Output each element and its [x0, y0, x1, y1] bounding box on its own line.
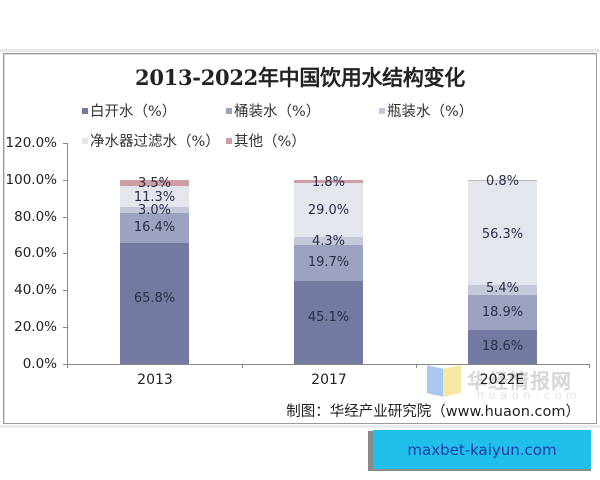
- segment-other: [468, 180, 537, 181]
- y-axis: [67, 143, 68, 365]
- data-label: 3.0%: [137, 203, 172, 218]
- segment-purifier-water: [120, 186, 189, 207]
- x-tick-label: 2022E: [479, 372, 525, 388]
- segment-boiled-water: [468, 330, 537, 364]
- data-label: 5.4%: [485, 281, 520, 296]
- y-tick-label: 80.0%: [14, 209, 57, 225]
- x-tick: [416, 364, 417, 368]
- y-tick-label: 0.0%: [22, 356, 57, 372]
- watermark-text: 华经情报网: [467, 371, 572, 393]
- banner-link[interactable]: maxbet-kaiyun.com: [407, 440, 557, 459]
- y-tick: [63, 180, 67, 181]
- legend-item-boiled-water: 白开水（%）: [82, 100, 176, 121]
- legend-label: 其他（%）: [234, 134, 306, 150]
- y-tick: [63, 327, 67, 328]
- x-tick: [67, 364, 68, 368]
- segment-bucket-water: [294, 245, 363, 281]
- segment-other: [120, 180, 189, 186]
- legend-swatch-icon: [82, 107, 88, 114]
- data-label: 56.3%: [481, 227, 524, 242]
- legend-item-bucket-water: 桶装水（%）: [226, 100, 320, 121]
- segment-purifier-water: [468, 181, 537, 285]
- watermark-subtext: huaon.com: [477, 388, 582, 402]
- segment-bottled-water: [120, 207, 189, 213]
- legend-label: 瓶装水（%）: [387, 104, 474, 120]
- y-tick-label: 40.0%: [14, 282, 57, 298]
- segment-boiled-water: [294, 281, 363, 364]
- y-tick: [63, 253, 67, 254]
- segment-boiled-water: [120, 243, 189, 364]
- segment-bottled-water: [468, 285, 537, 295]
- y-tick-label: 60.0%: [14, 245, 57, 261]
- huaon-watermark: 华经情报网 huaon.com: [427, 365, 592, 402]
- segment-other: [294, 180, 363, 183]
- legend-item-other: 其他（%）: [226, 130, 306, 151]
- data-label: 0.8%: [485, 174, 520, 189]
- legend-swatch-icon: [379, 107, 385, 114]
- data-label: 29.0%: [307, 203, 350, 218]
- x-tick-label: 2017: [311, 372, 347, 388]
- legend-swatch-icon: [226, 107, 232, 114]
- bar-2022e: 18.6% 18.9% 5.4% 56.3% 0.8%: [468, 175, 537, 364]
- segment-bucket-water: [468, 295, 537, 330]
- y-tick: [63, 290, 67, 291]
- source-note: 制图：华经产业研究院（www.huaon.com）: [286, 404, 580, 420]
- legend-swatch-icon: [226, 137, 232, 144]
- data-label: 11.3%: [133, 190, 176, 205]
- legend-swatch-icon: [82, 137, 88, 144]
- legend-label: 桶装水（%）: [234, 104, 321, 120]
- top-divider: [0, 49, 600, 52]
- segment-purifier-water: [294, 183, 363, 237]
- data-label: 18.9%: [481, 305, 524, 320]
- data-label: 65.8%: [133, 291, 176, 306]
- legend-item-purifier-water: 净水器过滤水（%）: [82, 130, 220, 151]
- data-label: 4.3%: [311, 234, 346, 249]
- bottom-divider: [0, 425, 600, 428]
- x-tick: [242, 364, 243, 368]
- bar-2017: 45.1% 19.7% 4.3% 29.0% 1.8%: [294, 176, 363, 364]
- y-tick: [63, 217, 67, 218]
- y-tick: [63, 364, 67, 365]
- y-tick-label: 20.0%: [14, 319, 57, 335]
- data-label: 1.8%: [311, 175, 346, 190]
- ad-banner[interactable]: maxbet-kaiyun.com: [373, 430, 591, 469]
- legend-label: 净水器过滤水（%）: [90, 134, 220, 150]
- x-tick: [589, 364, 590, 368]
- data-label: 16.4%: [133, 220, 176, 235]
- legend-item-bottled-water: 瓶装水（%）: [379, 100, 473, 121]
- chart-title: 2013-2022年中国饮用水结构变化: [135, 65, 465, 90]
- segment-bottled-water: [294, 237, 363, 245]
- y-tick: [63, 143, 67, 144]
- segment-bucket-water: [120, 213, 189, 243]
- data-label: 45.1%: [307, 310, 350, 325]
- bar-2013: 65.8% 16.4% 3.0% 11.3% 3.5%: [120, 176, 189, 364]
- y-tick-label: 120.0%: [5, 135, 57, 151]
- y-tick-label: 100.0%: [5, 172, 57, 188]
- x-axis: [67, 364, 590, 365]
- data-label: 18.6%: [481, 339, 524, 354]
- data-label: 19.7%: [307, 255, 350, 270]
- data-label: 3.5%: [137, 176, 172, 191]
- legend-label: 白开水（%）: [90, 104, 177, 120]
- watermark-logo-icon: [427, 365, 443, 397]
- x-tick-label: 2013: [137, 372, 173, 388]
